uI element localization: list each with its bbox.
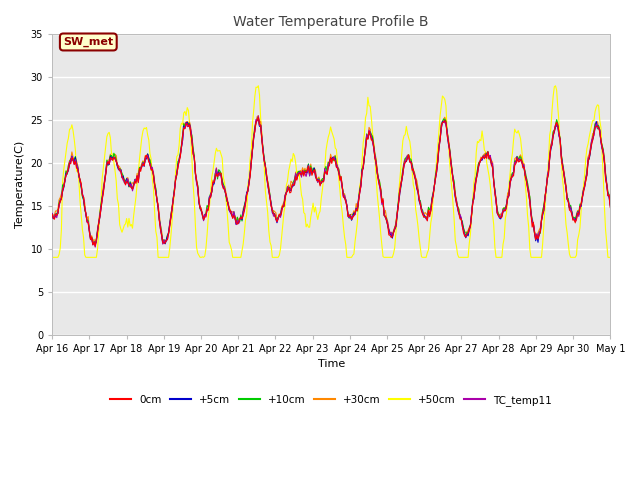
Legend: 0cm, +5cm, +10cm, +30cm, +50cm, TC_temp11: 0cm, +5cm, +10cm, +30cm, +50cm, TC_temp1… — [106, 391, 556, 410]
Text: SW_met: SW_met — [63, 37, 113, 47]
Y-axis label: Temperature(C): Temperature(C) — [15, 141, 25, 228]
X-axis label: Time: Time — [317, 359, 345, 369]
Title: Water Temperature Profile B: Water Temperature Profile B — [234, 15, 429, 29]
